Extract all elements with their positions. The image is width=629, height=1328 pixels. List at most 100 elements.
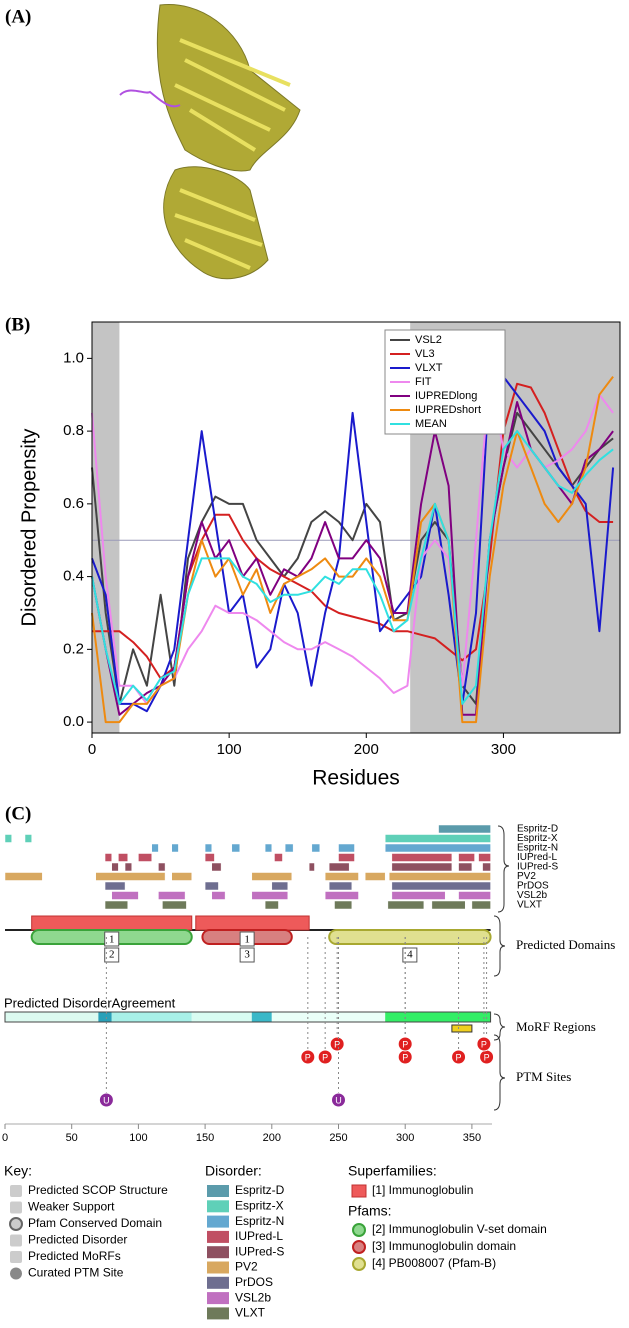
ptm-site [300, 1049, 316, 1065]
key-swatch [207, 1261, 229, 1274]
track-label: PV2 [517, 871, 536, 882]
brace [493, 1034, 506, 1111]
disorder-segment [391, 881, 491, 891]
series-line [91, 375, 615, 713]
disorder-segment [158, 862, 166, 872]
disorder-segment [334, 900, 353, 910]
disorder-segment [4, 834, 12, 843]
domain-flag [239, 947, 255, 963]
agreement-segment [191, 1012, 252, 1022]
disorder-segment [251, 891, 289, 900]
disorder-segment [271, 881, 289, 891]
key-swatch [352, 1223, 366, 1237]
legend-label: VSL2 [415, 334, 442, 346]
brace-label: PTM Sites [516, 1069, 571, 1084]
disorder-segment [324, 891, 359, 900]
key-label: [4] PB008007 (Pfam-B) [372, 1256, 496, 1270]
disorder-segment [324, 872, 359, 881]
y-tick-label: 0.4 [63, 568, 84, 585]
disorder-segment [364, 872, 386, 881]
panel-label: (B) [5, 314, 30, 335]
brace [493, 1013, 506, 1041]
superfamily-label: 1 [109, 934, 115, 946]
key-icon [10, 1267, 22, 1280]
disorder-segment [311, 843, 321, 853]
pfam-domain [328, 929, 492, 945]
key-swatch [207, 1215, 229, 1228]
disorder-segment [391, 853, 453, 862]
series-line [91, 401, 614, 716]
ptm-type: U [103, 1095, 110, 1105]
agreement-frame [4, 1011, 492, 1023]
x-tick-label: 50 [66, 1132, 78, 1144]
y-tick-label: 0.0 [63, 713, 84, 730]
ptm-type: P [481, 1039, 487, 1049]
plot-frame [91, 321, 621, 734]
ptm-site [98, 1092, 114, 1108]
disorder-segment [118, 853, 128, 862]
key-swatch [351, 1184, 367, 1198]
panel-label: (C) [5, 803, 31, 824]
superfamily-label: 1 [244, 934, 250, 946]
x-tick-label: 100 [129, 1132, 147, 1144]
disorder-segment [308, 862, 315, 872]
key-swatch [352, 1257, 366, 1271]
key-swatch [207, 1185, 229, 1197]
key-swatch [207, 1276, 229, 1289]
key-icon [10, 1201, 22, 1214]
key-swatch [207, 1292, 229, 1305]
ptm-type: P [456, 1052, 462, 1062]
brace-label: MoRF Regions [516, 1019, 596, 1034]
disorder-segment [458, 862, 473, 872]
y-tick-label: 0.2 [63, 640, 84, 657]
ptm-site [451, 1049, 467, 1065]
x-tick-label: 250 [329, 1132, 347, 1144]
track-label: VSL2b [517, 890, 547, 901]
disorder-segment [251, 872, 293, 881]
x-tick-label: 0 [88, 741, 96, 758]
disorder-segment [138, 853, 152, 862]
disorder-segment [171, 843, 179, 853]
key-icon [10, 1234, 22, 1247]
ptm-type: P [334, 1039, 340, 1049]
key-label: Curated PTM Site [28, 1266, 124, 1280]
agreement-segment [5, 1012, 99, 1022]
ptm-type: P [402, 1039, 408, 1049]
disorder-segment [4, 872, 43, 881]
key-label: VSL2b [235, 1290, 271, 1304]
track-label: PrDOS [517, 881, 549, 892]
x-tick-label: 100 [217, 741, 242, 758]
agreement-segment [385, 1012, 491, 1022]
key-swatch [207, 1307, 229, 1320]
brace [493, 915, 506, 977]
key-label: IUPred-S [235, 1244, 284, 1258]
pfam-label: 2 [109, 949, 115, 961]
pfam-label: 3 [244, 949, 250, 961]
disorder-segment [204, 881, 219, 891]
disorder-segment [162, 900, 187, 910]
disorder-segment [384, 834, 491, 843]
disorder-segment [391, 891, 446, 900]
y-tick-label: 0.6 [63, 495, 84, 512]
disorder-segment [264, 900, 279, 910]
key-swatch [207, 1230, 229, 1243]
superfamily-domain [31, 915, 193, 931]
disorder-segment [264, 843, 273, 853]
ptm-site [317, 1049, 333, 1065]
disorder-segment [482, 862, 491, 872]
disorder-segment [458, 853, 475, 862]
y-tick-label: 0.8 [63, 422, 84, 439]
disorder-segment [338, 853, 355, 862]
track-label: IUPred-L [517, 852, 557, 863]
disorder-segment [338, 843, 355, 853]
series-line [91, 430, 614, 705]
key-icon [10, 1251, 22, 1263]
ptm-site [397, 1036, 413, 1052]
agreement-segment [111, 1012, 192, 1022]
disorder-segment [478, 853, 491, 862]
track-label: VLXT [517, 900, 542, 911]
key-icon [9, 1217, 23, 1231]
disorder-segment [151, 843, 159, 853]
disorder-segment [158, 891, 186, 900]
key-label: Espritz-N [235, 1214, 284, 1228]
